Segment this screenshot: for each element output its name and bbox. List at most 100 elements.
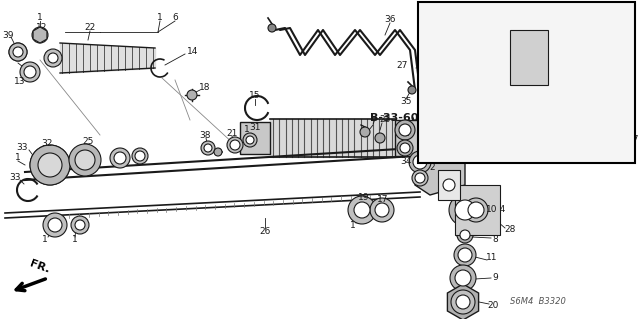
Circle shape bbox=[204, 144, 212, 152]
Circle shape bbox=[443, 179, 455, 191]
Circle shape bbox=[135, 151, 145, 161]
Circle shape bbox=[439, 175, 459, 195]
Text: 1: 1 bbox=[42, 235, 48, 244]
Circle shape bbox=[460, 70, 476, 86]
Text: FR.: FR. bbox=[29, 259, 51, 275]
Circle shape bbox=[399, 124, 411, 136]
Circle shape bbox=[13, 47, 23, 57]
Circle shape bbox=[44, 49, 62, 67]
Text: 29: 29 bbox=[548, 68, 560, 77]
Circle shape bbox=[69, 144, 101, 176]
Polygon shape bbox=[415, 125, 465, 195]
Text: 22: 22 bbox=[84, 24, 95, 33]
Circle shape bbox=[110, 148, 130, 168]
Circle shape bbox=[132, 148, 148, 164]
Circle shape bbox=[230, 140, 240, 150]
Text: 40: 40 bbox=[620, 5, 630, 14]
Text: 21: 21 bbox=[227, 129, 237, 137]
Bar bbox=[395, 120, 420, 156]
Text: 8: 8 bbox=[492, 235, 498, 244]
Circle shape bbox=[243, 133, 257, 147]
Circle shape bbox=[30, 145, 70, 185]
Text: 25: 25 bbox=[83, 137, 93, 146]
Circle shape bbox=[464, 198, 488, 222]
Circle shape bbox=[400, 143, 410, 153]
Text: 6: 6 bbox=[172, 13, 178, 23]
Text: 1: 1 bbox=[244, 125, 250, 135]
Circle shape bbox=[458, 248, 472, 262]
Text: 1: 1 bbox=[404, 129, 410, 137]
Circle shape bbox=[460, 37, 476, 53]
Circle shape bbox=[43, 213, 67, 237]
Circle shape bbox=[451, 290, 475, 314]
Text: 27: 27 bbox=[397, 61, 408, 70]
Text: 11: 11 bbox=[486, 254, 498, 263]
Circle shape bbox=[454, 64, 482, 92]
Text: 3: 3 bbox=[629, 108, 635, 117]
Text: 1: 1 bbox=[350, 221, 356, 231]
Text: 24: 24 bbox=[494, 205, 506, 214]
Circle shape bbox=[360, 127, 370, 137]
Circle shape bbox=[24, 66, 36, 78]
Text: 35: 35 bbox=[400, 98, 412, 107]
Text: 9: 9 bbox=[492, 273, 498, 283]
Circle shape bbox=[409, 151, 431, 173]
Circle shape bbox=[449, 194, 481, 226]
Text: 38: 38 bbox=[199, 130, 211, 139]
Circle shape bbox=[493, 63, 517, 87]
Circle shape bbox=[455, 200, 475, 220]
Circle shape bbox=[468, 202, 484, 218]
Circle shape bbox=[616, 138, 624, 146]
Bar bbox=[510, 30, 548, 85]
Circle shape bbox=[454, 31, 482, 59]
Circle shape bbox=[268, 24, 276, 32]
Text: 7: 7 bbox=[370, 117, 376, 127]
Circle shape bbox=[454, 244, 476, 266]
Circle shape bbox=[354, 202, 370, 218]
Circle shape bbox=[408, 86, 416, 94]
Circle shape bbox=[187, 90, 197, 100]
Bar bbox=[418, 2, 635, 163]
Circle shape bbox=[395, 120, 415, 140]
Circle shape bbox=[413, 155, 427, 169]
Circle shape bbox=[75, 150, 95, 170]
Circle shape bbox=[455, 270, 471, 286]
Circle shape bbox=[460, 230, 470, 240]
Circle shape bbox=[30, 145, 70, 185]
Text: 30: 30 bbox=[550, 81, 562, 91]
Text: 1: 1 bbox=[72, 235, 78, 244]
Text: 1: 1 bbox=[157, 13, 163, 23]
Circle shape bbox=[227, 137, 243, 153]
Text: 1: 1 bbox=[15, 153, 21, 162]
Circle shape bbox=[246, 136, 254, 144]
Text: 1: 1 bbox=[37, 13, 43, 23]
Text: 19: 19 bbox=[358, 194, 370, 203]
Text: 14: 14 bbox=[188, 48, 198, 56]
Ellipse shape bbox=[457, 230, 473, 240]
Text: 4: 4 bbox=[487, 26, 493, 34]
Text: 12: 12 bbox=[36, 24, 48, 33]
Text: 23: 23 bbox=[380, 115, 390, 124]
Text: 20: 20 bbox=[487, 300, 499, 309]
Circle shape bbox=[375, 133, 385, 143]
Text: 10: 10 bbox=[486, 205, 498, 214]
Text: 13: 13 bbox=[14, 78, 26, 86]
Text: 36: 36 bbox=[384, 16, 396, 25]
Bar bbox=[240, 122, 270, 154]
Circle shape bbox=[75, 220, 85, 230]
Text: 5: 5 bbox=[432, 122, 438, 131]
Circle shape bbox=[397, 140, 413, 156]
Text: S6M4  B3320: S6M4 B3320 bbox=[510, 298, 566, 307]
Text: 28: 28 bbox=[504, 226, 516, 234]
Circle shape bbox=[457, 227, 473, 243]
Circle shape bbox=[499, 52, 511, 64]
Text: 37: 37 bbox=[627, 136, 639, 145]
Circle shape bbox=[370, 198, 394, 222]
Circle shape bbox=[114, 152, 126, 164]
Text: 39: 39 bbox=[3, 31, 13, 40]
Circle shape bbox=[20, 62, 40, 82]
Text: 17: 17 bbox=[377, 196, 388, 204]
Text: 31: 31 bbox=[249, 122, 260, 131]
Circle shape bbox=[48, 218, 62, 232]
Circle shape bbox=[32, 27, 48, 43]
